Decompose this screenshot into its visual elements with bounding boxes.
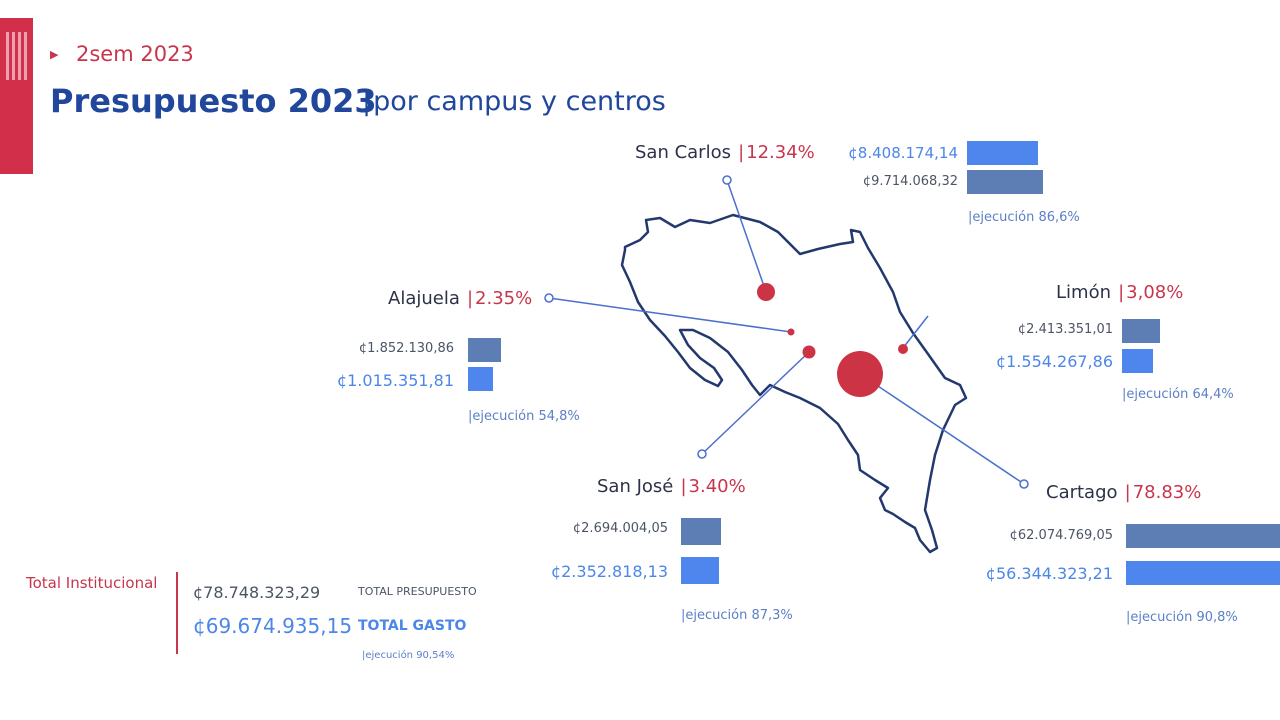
total-divider: [176, 572, 178, 654]
campus-dot-san-jose: [802, 345, 816, 359]
page-title: Presupuesto 2023: [50, 82, 377, 120]
presupuesto-value-san-carlos: ¢9.714.068,32: [862, 174, 958, 189]
presupuesto-value-san-jose: ¢2.694.004,05: [572, 521, 668, 536]
period-label: 2sem 2023: [76, 42, 194, 66]
page-subtitle: |por campus y centros: [362, 86, 666, 117]
country-outline: [620, 213, 968, 554]
campus-name: Alajuela: [388, 288, 460, 309]
campus-name: Cartago: [1046, 482, 1118, 503]
campus-name: Limón: [1056, 282, 1111, 303]
gasto-value-san-jose: ¢2.352.818,13: [550, 562, 668, 581]
campus-name: San Carlos: [635, 142, 731, 163]
play-triangle-icon: ▶: [50, 48, 59, 61]
leader-end-san-jose: [697, 449, 707, 459]
bar-presupuesto-cartago: [1126, 524, 1280, 548]
total-gasto-value: ¢69.674.935,15: [193, 614, 353, 638]
campus-heading-alajuela: Alajuela | 2.35%: [388, 288, 533, 309]
leader-line-san-carlos: [726, 179, 767, 293]
bar-presupuesto-alajuela: [468, 338, 501, 362]
campus-percentage: 2.35%: [475, 288, 533, 309]
bar-presupuesto-limon: [1122, 319, 1160, 343]
campus-dot-cartago: [837, 351, 883, 397]
leader-end-cartago: [1019, 479, 1029, 489]
gasto-value-limon: ¢1.554.267,86: [995, 352, 1113, 371]
presupuesto-value-limon: ¢2.413.351,01: [1017, 322, 1113, 337]
campus-dot-san-carlos: [757, 283, 775, 301]
leader-line-san-jose: [701, 351, 810, 455]
bar-gasto-cartago: [1126, 561, 1280, 585]
leader-end-san-carlos: [722, 175, 732, 185]
total-presupuesto-label: TOTAL PRESUPUESTO: [358, 585, 477, 598]
campus-dot-alajuela: [787, 328, 795, 336]
gasto-value-san-carlos: ¢8.408.174,14: [848, 144, 958, 162]
campus-heading-limon: Limón | 3,08%: [1056, 282, 1184, 303]
leader-line-alajuela: [548, 297, 792, 333]
total-ejecucion: |ejecución 90,54%: [362, 650, 455, 661]
gasto-value-alajuela: ¢1.015.351,81: [336, 371, 454, 390]
leader-end-alajuela: [544, 293, 554, 303]
presupuesto-value-cartago: ¢62.074.769,05: [1009, 528, 1113, 543]
presupuesto-value-alajuela: ¢1.852.130,86: [358, 341, 454, 356]
ejecucion-san-carlos: |ejecución 86,6%: [968, 210, 1080, 225]
ejecucion-san-jose: |ejecución 87,3%: [681, 608, 793, 623]
campus-percentage: 78.83%: [1132, 482, 1202, 503]
campus-heading-san-carlos: San Carlos | 12.34%: [635, 142, 815, 163]
bar-gasto-san-jose: [681, 557, 719, 584]
bar-gasto-san-carlos: [967, 141, 1038, 165]
ejecucion-limon: |ejecución 64,4%: [1122, 387, 1234, 402]
campus-dot-limon: [898, 344, 908, 354]
gasto-value-cartago: ¢56.344.323,21: [985, 564, 1113, 583]
campus-percentage: 12.34%: [746, 142, 815, 163]
bar-presupuesto-san-jose: [681, 518, 721, 545]
bar-gasto-limon: [1122, 349, 1153, 373]
subtitle-separator: |: [362, 86, 372, 117]
total-presupuesto-value: ¢78.748.323,29: [193, 583, 321, 602]
campus-percentage: 3.40%: [688, 476, 746, 497]
leader-line-limon: [902, 315, 929, 349]
bar-gasto-alajuela: [468, 367, 493, 391]
campus-name: San José: [597, 476, 674, 497]
campus-heading-cartago: Cartago | 78.83%: [1046, 482, 1202, 503]
bar-presupuesto-san-carlos: [967, 170, 1043, 194]
total-gasto-label: TOTAL GASTO: [358, 618, 467, 634]
leader-line-cartago: [859, 373, 1025, 485]
campus-heading-san-jose: San José | 3.40%: [597, 476, 746, 497]
ejecucion-alajuela: |ejecución 54,8%: [468, 409, 580, 424]
accent-strip: [0, 18, 33, 174]
campus-percentage: 3,08%: [1126, 282, 1184, 303]
subtitle-text: por campus y centros: [373, 86, 666, 117]
total-label: Total Institucional: [26, 574, 158, 592]
ejecucion-cartago: |ejecución 90,8%: [1126, 610, 1238, 625]
